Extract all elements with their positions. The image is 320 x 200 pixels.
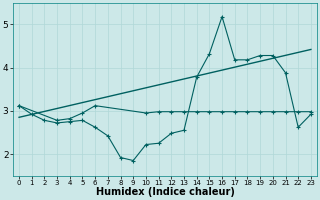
- X-axis label: Humidex (Indice chaleur): Humidex (Indice chaleur): [96, 187, 234, 197]
